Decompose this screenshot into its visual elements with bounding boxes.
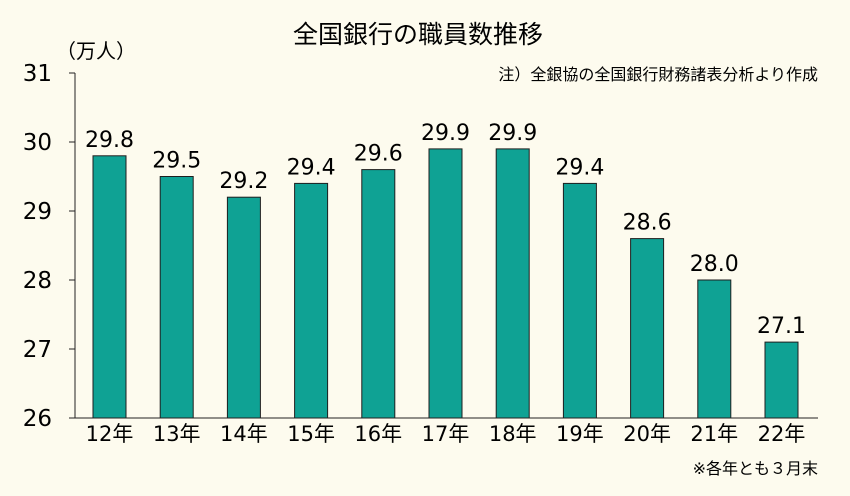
y-tick-label: 29 [23,199,52,225]
x-tick-label: 18年 [489,422,537,446]
data-label: 28.6 [623,211,672,236]
bar [495,148,530,419]
y-tick-label: 27 [23,337,52,363]
data-label: 27.1 [757,314,806,339]
data-label: 29.9 [421,121,470,146]
x-tick-label: 17年 [422,422,470,446]
bar [562,182,597,419]
bar [428,148,463,419]
bar [361,169,396,419]
bar [764,341,799,419]
y-tick-label: 31 [23,61,52,87]
x-tick-label: 14年 [220,422,268,446]
source-note: 注）全銀協の全国銀行財務諸表分析より作成 [498,65,818,84]
bar [92,155,127,419]
data-label: 29.6 [354,142,403,167]
x-tick-label: 16年 [354,422,402,446]
y-axis-unit-label: （万人） [56,39,136,63]
data-label: 29.4 [287,155,336,180]
data-label: 29.9 [488,121,537,146]
x-tick-label: 12年 [86,422,134,446]
bar [226,196,261,419]
x-tick-label: 22年 [758,422,806,446]
x-tick-label: 13年 [153,422,201,446]
date-footnote: ※各年とも３月末 [693,459,818,478]
data-label: 28.0 [690,252,739,277]
y-tick-label: 28 [23,268,52,294]
bar [697,279,732,419]
x-tick-label: 15年 [287,422,335,446]
x-tick-label: 21年 [690,422,738,446]
data-label: 29.5 [152,149,201,174]
y-tick-label: 26 [23,406,52,432]
x-tick-label: 20年 [623,422,671,446]
chart-title: 全国銀行の職員数推移 [293,20,543,49]
bar-series: 29.8 29.5 29.2 29.4 29.6 29.9 29.9 29.4 28.6 28.0… [85,121,806,419]
axes: 12年 13年 14年 15年 16年 17年 18年 19年 20年 21年 22年 26 27 28 2… [23,61,818,446]
data-label: 29.4 [555,155,604,180]
data-label: 29.2 [219,169,268,194]
y-tick-label: 30 [23,130,52,156]
bar [294,182,329,419]
bar [630,238,665,419]
data-label: 29.8 [85,128,134,153]
bar [159,176,194,419]
x-tick-label: 19年 [556,422,604,446]
